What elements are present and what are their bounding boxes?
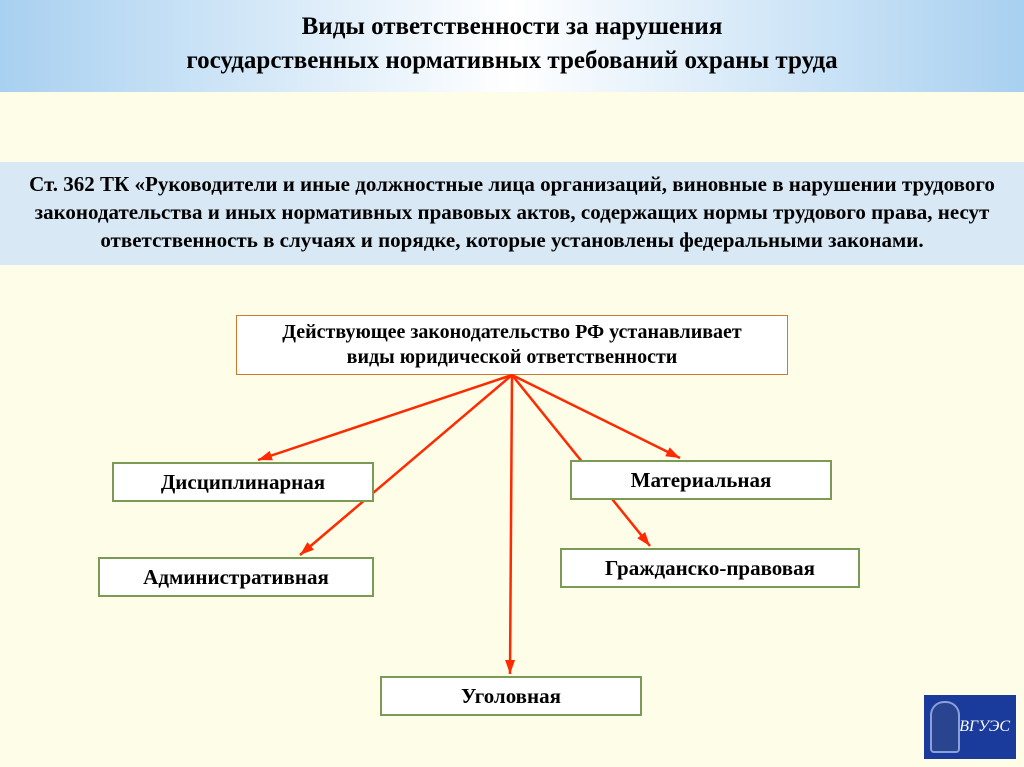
leaf-node-civil: Гражданско-правовая <box>560 548 860 588</box>
leaf-node-administrative: Административная <box>98 557 374 597</box>
arrows-layer <box>0 0 1024 767</box>
citation-block: Ст. 362 ТК «Руководители и иные должност… <box>0 162 1024 265</box>
leaf-node-material: Материальная <box>570 460 832 500</box>
title-line-2: государственных нормативных требований о… <box>20 44 1004 78</box>
root-node: Действующее законодательство РФ устанавл… <box>236 315 788 375</box>
slide-title: Виды ответственности за нарушения госуда… <box>0 0 1024 92</box>
title-line-1: Виды ответственности за нарушения <box>20 10 1004 44</box>
leaf-label: Дисциплинарная <box>161 469 325 495</box>
leaf-label: Гражданско-правовая <box>605 555 815 581</box>
leaf-label: Административная <box>143 564 329 590</box>
leaf-label: Уголовная <box>461 683 561 709</box>
leaf-node-disciplinary: Дисциплинарная <box>112 462 374 502</box>
logo-text: ВГУЭС <box>959 718 1010 736</box>
leaf-node-criminal: Уголовная <box>380 676 642 716</box>
root-line-2: виды юридической ответственности <box>282 345 742 370</box>
leaf-label: Материальная <box>631 467 772 493</box>
logo-badge: ВГУЭС <box>924 695 1016 759</box>
root-line-1: Действующее законодательство РФ устанавл… <box>282 320 742 345</box>
